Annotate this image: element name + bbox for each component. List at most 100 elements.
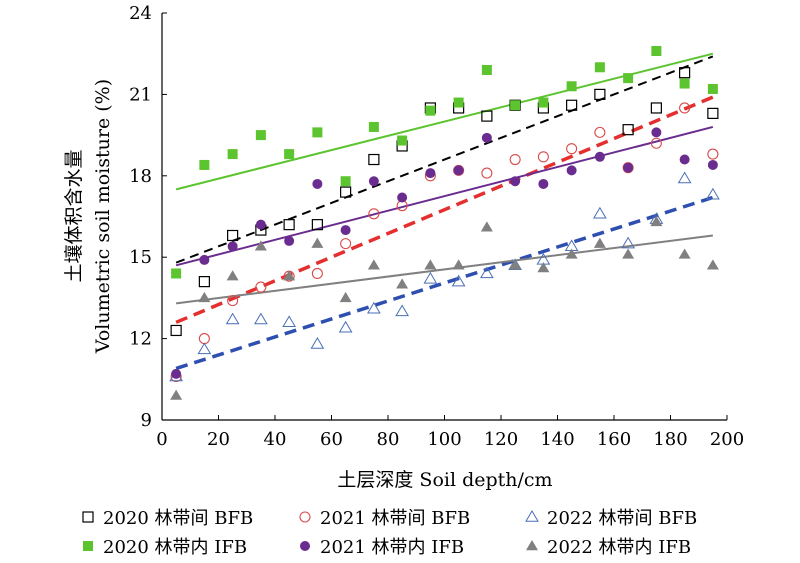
data-point [480,266,494,279]
trend-line [175,234,714,305]
data-point [451,274,466,287]
data-point [227,241,238,252]
x-tick-label: 100 [427,429,461,450]
y-axis-title: 土壤体积含水量 Volumetric soil moisture (%) [63,79,114,354]
data-point [679,78,690,89]
legend-label: 2022 林带间 BFB [547,508,697,529]
data-point [339,291,352,303]
x-tick-label: 20 [207,429,230,450]
data-point [254,240,267,251]
legend-marker [83,541,93,551]
data-point [311,237,324,248]
data-point [340,238,352,250]
legend-marker [82,511,94,523]
data-point [594,62,605,73]
data-point [255,130,266,141]
data-point [255,219,266,230]
y-tick-label: 9 [141,410,152,431]
data-point [170,324,182,337]
data-point [623,162,634,173]
data-point [510,100,521,111]
data-point [538,178,549,189]
data-point [679,102,691,114]
data-point [368,121,379,132]
data-point [340,225,351,236]
data-point [311,219,323,231]
legend-item: 2020 林带间 BFB [82,508,253,529]
data-point [707,107,719,119]
legend-marker [299,511,311,523]
data-point [453,165,464,176]
y-axis-title-en: Volumetric soil moisture (%) [92,79,114,354]
data-point [565,248,578,259]
data-point [566,165,577,176]
legend-item: 2022 林带内 IFB [526,537,691,558]
data-point [283,219,295,231]
data-point [225,312,240,325]
data-point [425,105,436,116]
data-point [282,315,296,328]
x-tick-label: 140 [540,429,574,450]
series-points [169,171,720,382]
series-points [170,67,719,337]
data-point [199,159,210,170]
data-point [312,178,323,189]
x-tick-label: 120 [484,429,518,450]
data-point [171,268,182,279]
data-point [226,270,239,281]
y-tick-label: 21 [129,84,152,105]
data-point [509,259,522,270]
x-tick-label: 0 [156,429,167,450]
data-point [481,132,492,143]
x-tick-label: 200 [710,429,744,450]
legend-label: 2020 林带内 IFB [103,537,247,558]
data-points [169,45,720,400]
legend-item: 2022 林带间 BFB [525,508,697,529]
data-point [396,278,409,289]
data-point [651,45,662,56]
trend-line [175,55,714,264]
data-point [594,88,606,101]
data-point [510,176,521,187]
data-point [481,110,493,122]
data-point [312,127,323,138]
data-point [594,126,606,138]
data-point [425,168,436,179]
data-point [594,151,605,162]
legend-item: 2020 林带内 IFB [83,537,247,558]
data-point [538,97,549,108]
legend-item: 2021 林带间 BFB [299,508,470,529]
data-point [650,137,662,149]
y-tick-label: 12 [129,329,152,350]
data-point [255,281,267,293]
data-point [452,259,465,270]
legend-label: 2021 林带内 IFB [320,537,464,558]
data-point [707,148,719,160]
data-point [621,236,635,249]
data-point [566,143,578,155]
legend: 2020 林带间 BFB 2021 林带间 BFB 2022 林带间 BFB 2020… [82,508,697,558]
data-point [481,64,492,75]
data-point [706,259,719,270]
data-point [284,149,295,160]
data-point [397,192,408,203]
plot-axes [161,12,728,421]
data-point [678,248,691,259]
x-tick-label: 160 [597,429,631,450]
y-tick-label: 15 [129,247,152,268]
legend-marker [526,540,538,551]
x-tick-label: 60 [320,429,343,450]
data-point [650,215,663,227]
data-point [227,149,238,160]
data-point [679,154,690,165]
data-point [198,291,211,303]
data-point [509,153,521,166]
data-point [397,135,408,146]
x-tick-label: 40 [264,429,287,450]
x-axis-title: 土层深度 Soil depth/cm [337,469,552,491]
series-points [171,45,718,279]
data-point [310,337,325,349]
data-point [706,187,720,200]
data-point [198,276,210,288]
